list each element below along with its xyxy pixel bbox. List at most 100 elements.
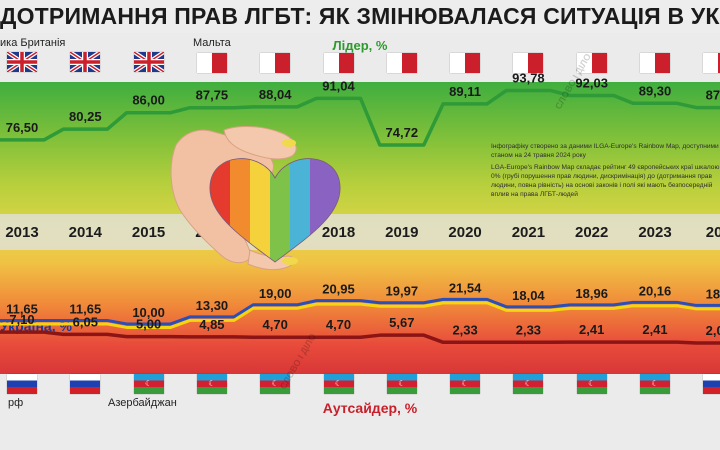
year-band [0,214,720,250]
outsider-value-label: 2,33 [516,322,541,337]
ukraine-value-label: 18,7 [706,286,720,301]
ukraine-value-label: 11,65 [69,301,101,316]
malta-flag-icon [386,53,417,73]
russia-flag-icon [703,374,720,394]
year-tick-label: 2018 [321,224,356,241]
outsider-value-label: 5,67 [389,315,414,330]
ukraine-value-label: 19,00 [259,286,292,301]
crescent-icon: ☾ [271,379,279,388]
crescent-icon: ☾ [524,379,532,388]
outsider-value-label: 4,70 [263,317,288,332]
malta-flag-icon [640,53,670,73]
ukraine-value-label: 11,65 [6,301,38,316]
leader-value-label: 76,50 [6,120,39,135]
ukraine-line-blue [0,297,720,326]
malta-flag-icon [323,53,354,73]
info-source: Інфографіку створено за даними ILGA-Euro… [491,143,719,159]
outsider-value-label: 2,00 [706,323,720,338]
russia-flag-icon [70,374,101,394]
info-text: Інфографіку створено за даними ILGA-Euro… [491,142,720,202]
uk-flag-graphic [132,50,165,74]
leader-value-label: 89,11 [449,84,481,99]
ukraine-value-label: 18,96 [575,286,608,301]
leader-value-label: 93,78 [512,70,545,85]
outsider-line [0,330,720,345]
ukraine-line-yellow [0,301,720,329]
malta-flag-icon [196,53,227,73]
country-label-malta: Мальта [193,37,231,49]
year-tick-label: 2019 [385,224,419,241]
ukraine-value-label: 13,30 [196,298,229,313]
leader-value-label: 87,8 [706,88,720,103]
year-tick-label: 2021 [511,224,546,241]
ukraine-value-label: 21,54 [449,280,482,295]
outsider-value-label: 4,70 [326,317,351,332]
year-tick-label: 2015 [131,224,166,241]
fingernail [282,257,298,265]
azerbaijan-flag-icon: ☾ [640,374,670,394]
leader-line [0,88,720,147]
leader-value-label: 88,04 [259,87,292,102]
leader-value-label: 74,72 [386,125,419,140]
outsider-value-label: 6,05 [73,314,98,329]
leader-value-label: 86,00 [132,93,165,108]
country-label-russia: рф [8,397,24,409]
year-tick-label: 2020 [448,224,482,241]
leader-series-label: Лідер, % [332,38,388,53]
crescent-icon: ☾ [588,379,596,388]
crescent-icon: ☾ [461,379,469,388]
leader-value-label: 92,03 [575,75,608,90]
ukraine-value-label: 10,00 [132,305,165,320]
year-tick-label: 2013 [5,224,39,241]
uk-flag-icon [69,50,102,74]
malta-flag-icon [576,53,607,73]
azerbaijan-flag-icon: ☾ [196,374,227,394]
azerbaijan-flag-icon: ☾ [386,374,417,394]
uk-flag-icon [132,50,165,74]
outsider-value-label: 2,41 [642,322,667,337]
malta-flag-icon [260,53,291,73]
leader-value-label: 80,25 [69,109,102,124]
country-label-uk: ика Британія [0,37,66,49]
russia-flag-icon [7,374,37,394]
azerbaijan-flag-icon: ☾ [513,374,544,394]
outsider-value-label: 5,00 [136,317,161,332]
year-tick-label: 2022 [575,224,609,241]
uk-flag-graphic [69,50,102,74]
uk-flag-icon [5,50,39,74]
year-tick-label: 2014 [68,224,102,241]
ukraine-value-label: 20,16 [639,283,672,298]
country-label-azerbaijan: Азербайджан [108,397,177,409]
azerbaijan-flag-icon: ☾ [260,374,291,394]
year-tick-label: 202 [705,224,720,241]
outsider-value-label: 4,85 [199,317,224,332]
crescent-icon: ☾ [651,379,659,388]
ukraine-value-label: 18,04 [512,288,545,303]
leader-value-label: 91,04 [322,78,355,93]
malta-flag-icon [703,53,720,73]
crescent-icon: ☾ [398,379,406,388]
azerbaijan-flag-icon: ☾ [450,374,481,394]
malta-flag-icon [450,53,481,73]
malta-flag-icon [513,53,544,73]
azerbaijan-flag-icon: ☾ [576,374,607,394]
leader-value-label: 87,75 [196,88,229,103]
uk-flag-graphic [5,50,39,74]
azerbaijan-flag-icon: ☾ [133,374,164,394]
ukraine-series-label: Україна, % [0,318,72,334]
outsider-value-label: 2,33 [452,322,477,337]
year-tick-label: 2023 [638,224,672,241]
outsider-value-label: 2,41 [579,322,604,337]
crescent-icon: ☾ [145,379,153,388]
title-bar: ДОТРИМАННЯ ПРАВ ЛГБТ: ЯК ЗМІНЮВАЛАСЯ СИТ… [0,0,720,33]
outsider-series-label: Аутсайдер, % [322,400,418,416]
fingernail [282,139,296,147]
crescent-icon: ☾ [334,379,343,388]
ukraine-value-label: 20,95 [322,282,355,297]
ukraine-value-label: 19,97 [386,284,419,299]
crescent-icon: ☾ [208,379,216,388]
page-title: ДОТРИМАННЯ ПРАВ ЛГБТ: ЯК ЗМІНЮВАЛАСЯ СИТ… [0,3,720,29]
